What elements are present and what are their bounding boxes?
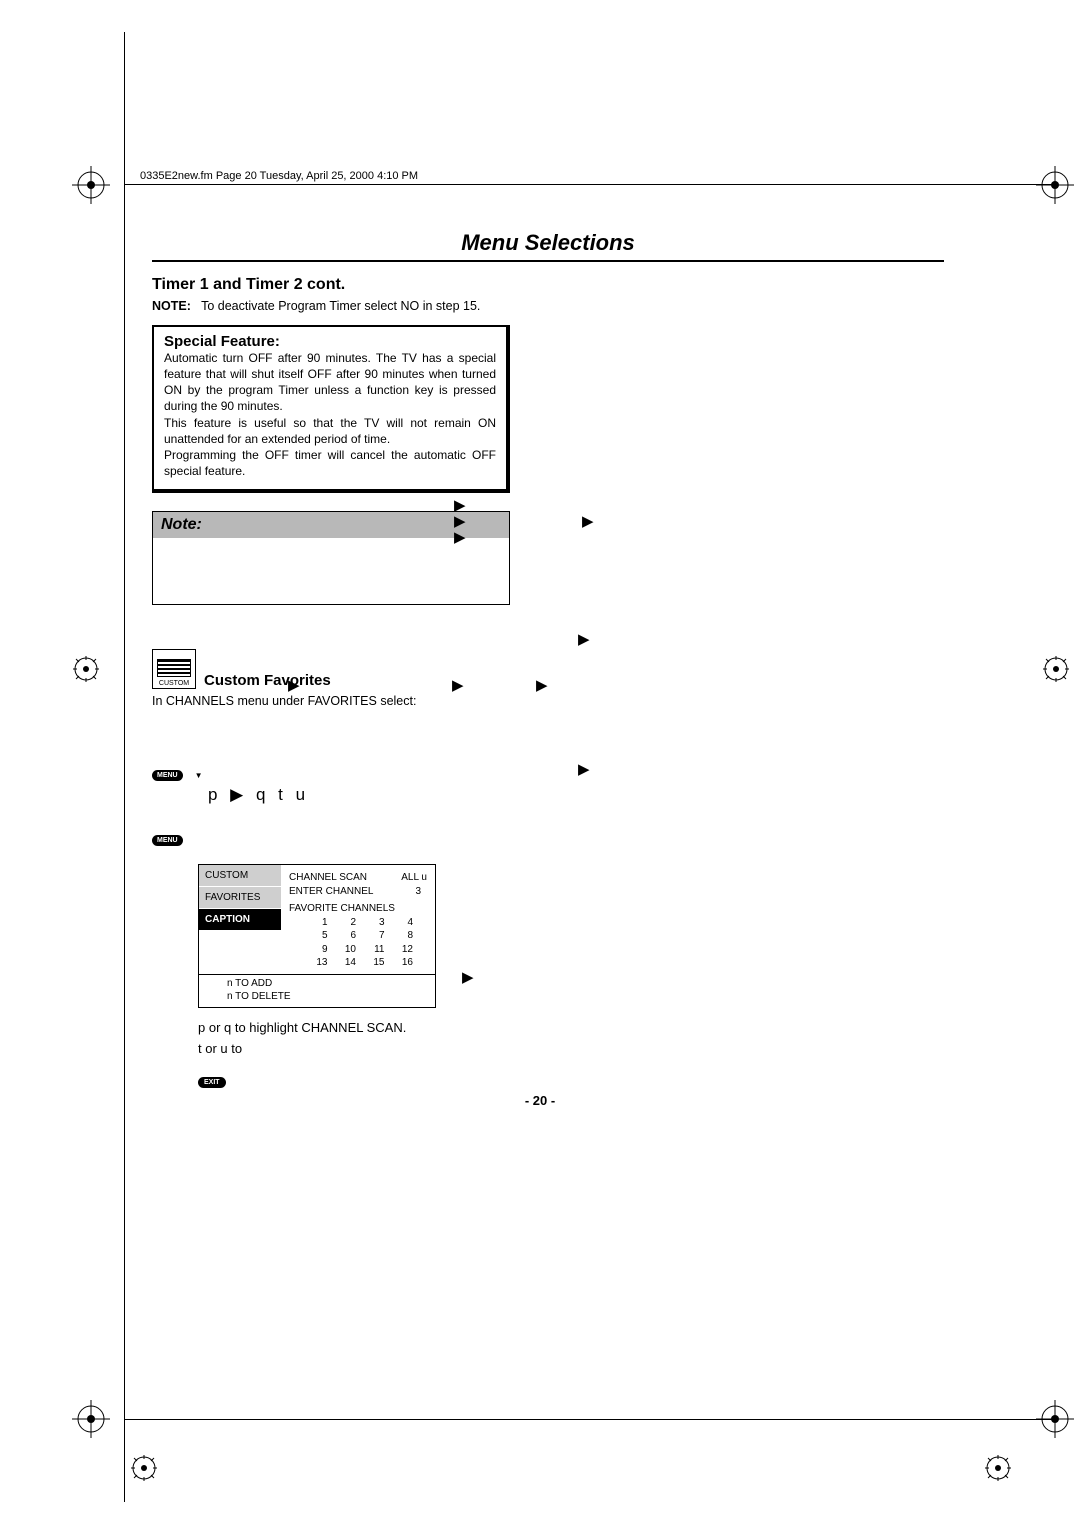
gear-br	[984, 1454, 1012, 1482]
gear-bl	[130, 1454, 158, 1482]
arrow-icon: ▶	[288, 676, 300, 694]
page-number: - 20 -	[0, 1093, 1080, 1108]
menu-button-icon-2: MENU	[152, 835, 183, 846]
osd-footer: n TO ADD n TO DELETE	[199, 974, 435, 1007]
arrow-icon: ▶	[578, 630, 590, 648]
arrow-icon: ▶	[454, 528, 466, 546]
osd-enter-channel-value: 3	[415, 885, 427, 899]
osd-favorites-screen: CUSTOM FAVORITES CAPTION CHANNEL SCAN AL…	[198, 864, 436, 1008]
rule-left	[124, 32, 125, 1502]
note-box-body	[153, 538, 509, 604]
custom-icon: CUSTOM	[152, 649, 196, 689]
osd-tab-caption: CAPTION	[199, 909, 281, 931]
gear-left	[72, 655, 100, 683]
osd-channel-scan-value: ALL u	[401, 871, 427, 885]
step-menu-2: MENU	[152, 835, 512, 846]
arrow-icon: ▶	[578, 760, 590, 778]
arrow-glyph-row: p ▶ q t u	[208, 785, 512, 805]
instruction-2: t or u to	[198, 1039, 512, 1060]
osd-tab-favorites: FAVORITES	[199, 887, 281, 909]
osd-footer-add: n TO ADD	[227, 977, 427, 990]
arrow-icon: ▶	[536, 676, 548, 694]
page-content: Menu Selections Timer 1 and Timer 2 cont…	[152, 230, 944, 1089]
osd-channel-scan-label: CHANNEL SCAN	[289, 871, 367, 885]
note-label: NOTE:	[152, 299, 191, 313]
custom-icon-label: CUSTOM	[159, 680, 189, 687]
note-text: To deactivate Program Timer select NO in…	[201, 299, 480, 313]
osd-channel-grid: 1 2 3 4 5 6 7 8 9 10 11 12 13 14	[303, 916, 413, 970]
step-menu-1: MENU ▼	[152, 770, 512, 781]
arrow-icon: ▶	[462, 968, 474, 986]
rule-top	[124, 184, 1054, 185]
page-title-row: Menu Selections	[152, 230, 944, 262]
crop-mark-tl	[72, 166, 110, 204]
menu-button-icon: MENU	[152, 770, 183, 781]
page-title: Menu Selections	[461, 230, 635, 255]
osd-content: CHANNEL SCAN ALL u ENTER CHANNEL 3 FAVOR…	[281, 865, 435, 974]
gear-right	[1042, 655, 1070, 683]
exit-row: EXIT	[198, 1071, 512, 1089]
osd-footer-delete: n TO DELETE	[227, 990, 427, 1003]
arrow-icon: ▶	[452, 676, 464, 694]
feature-p1: Automatic turn OFF after 90 minutes. The…	[164, 350, 496, 415]
rule-bottom	[124, 1419, 1054, 1420]
custom-favorites-title: Custom Favorites	[204, 672, 331, 689]
header-file-path: 0335E2new.fm Page 20 Tuesday, April 25, …	[140, 170, 418, 182]
crop-mark-bl	[72, 1400, 110, 1438]
osd-fav-channels-label: FAVORITE CHANNELS	[289, 902, 427, 916]
exit-button-icon: EXIT	[198, 1077, 226, 1088]
instruction-1: p or q to highlight CHANNEL SCAN.	[198, 1018, 512, 1039]
feature-title: Special Feature:	[164, 333, 496, 350]
osd-tabs: CUSTOM FAVORITES CAPTION	[199, 865, 281, 974]
feature-p2: This feature is useful so that the TV wi…	[164, 415, 496, 447]
timer-heading: Timer 1 and Timer 2 cont.	[152, 276, 512, 294]
timer-note: NOTE: To deactivate Program Timer select…	[152, 298, 512, 315]
osd-tab-custom: CUSTOM	[199, 865, 281, 887]
custom-intro: In CHANNELS menu under FAVORITES select:	[152, 693, 512, 710]
crop-mark-tr	[1036, 166, 1074, 204]
arrow-icon: ▶	[582, 512, 594, 530]
osd-enter-channel-label: ENTER CHANNEL	[289, 885, 373, 899]
feature-p3: Programming the OFF timer will cancel th…	[164, 447, 496, 479]
special-feature-box: Special Feature: Automatic turn OFF afte…	[152, 325, 510, 494]
